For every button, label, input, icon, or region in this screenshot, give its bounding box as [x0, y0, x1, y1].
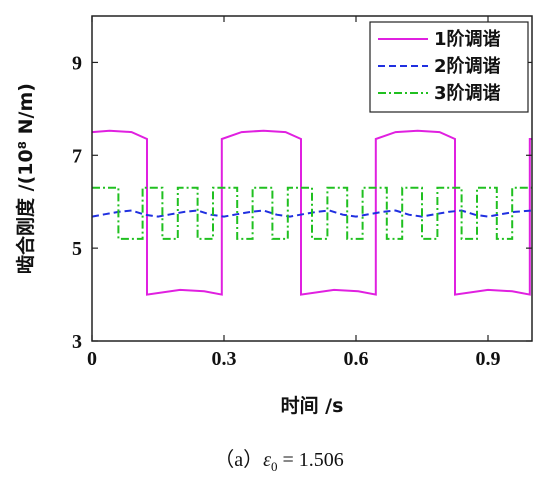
stiffness-chart: 0 0.3 0.6 0.9 3 5 7 9 1阶调谐 2阶调谐 3阶调谐 时间 /s 啮合刚度 /…	[14, 15, 533, 417]
legend-label-1: 1阶调谐	[434, 28, 501, 50]
series-line-1	[91, 129, 532, 296]
caption-equals: =	[277, 449, 299, 471]
series-line-3	[92, 186, 532, 240]
ticks-layer: 0 0.3 0.6 0.9 3 5 7 9	[72, 16, 532, 370]
y-tick-label: 3	[72, 331, 82, 353]
series-layer	[91, 129, 533, 296]
y-axis-label: 啮合刚度 /(10⁸ N/m)	[14, 83, 37, 274]
caption-value: 1.506	[298, 449, 344, 471]
caption-symbol: ε	[263, 449, 271, 471]
x-tick-label: 0	[87, 348, 97, 370]
legend-box	[369, 21, 529, 113]
x-axis-label: 时间 /s	[281, 395, 344, 417]
plot-frame	[91, 15, 533, 342]
caption-label: （a）	[214, 449, 264, 471]
y-tick-label: 9	[72, 52, 82, 74]
legend-label-3: 3阶调谐	[434, 82, 501, 104]
y-tick-label: 5	[72, 238, 82, 260]
figure-caption: （a）ε0 = 1.506	[0, 443, 558, 475]
y-tick-label: 7	[72, 145, 82, 167]
x-tick-label: 0.9	[476, 348, 501, 370]
series-line-2	[91, 209, 533, 218]
legend-label-2: 2阶调谐	[434, 55, 501, 77]
legend: 1阶调谐 2阶调谐 3阶调谐	[369, 21, 529, 113]
x-tick-label: 0.3	[212, 348, 237, 370]
x-tick-label: 0.6	[344, 348, 369, 370]
caption-subscript: 0	[271, 459, 278, 474]
